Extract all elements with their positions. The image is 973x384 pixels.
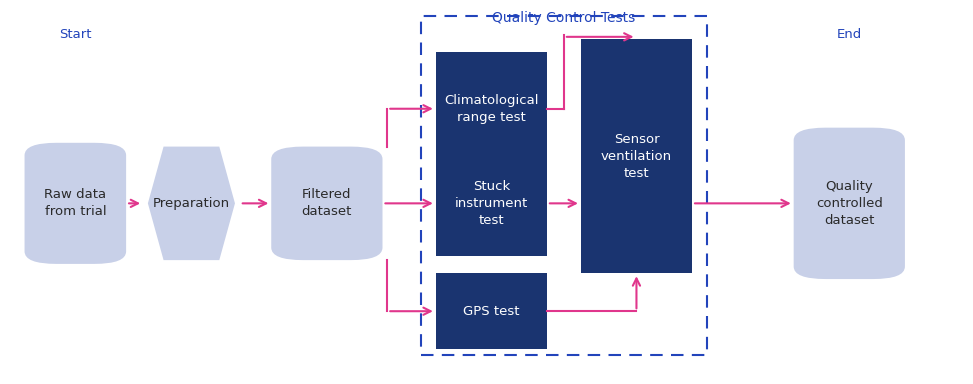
Text: Quality Control Tests: Quality Control Tests	[492, 11, 635, 25]
Text: Sensor
ventilation
test: Sensor ventilation test	[601, 132, 672, 180]
FancyBboxPatch shape	[436, 151, 547, 257]
FancyBboxPatch shape	[581, 39, 692, 273]
FancyBboxPatch shape	[271, 147, 382, 260]
Text: Preparation: Preparation	[153, 197, 230, 210]
Text: Filtered
dataset: Filtered dataset	[302, 189, 352, 218]
Text: End: End	[837, 28, 862, 41]
Text: Stuck
instrument
test: Stuck instrument test	[454, 180, 528, 227]
FancyBboxPatch shape	[436, 52, 547, 166]
Text: Quality
controlled
dataset: Quality controlled dataset	[815, 180, 883, 227]
FancyBboxPatch shape	[794, 127, 905, 279]
FancyBboxPatch shape	[24, 143, 126, 264]
Text: GPS test: GPS test	[463, 305, 520, 318]
Text: Start: Start	[59, 28, 91, 41]
Text: Climatological
range test: Climatological range test	[444, 94, 539, 124]
FancyBboxPatch shape	[436, 273, 547, 349]
Polygon shape	[148, 147, 234, 260]
Text: Raw data
from trial: Raw data from trial	[45, 189, 106, 218]
